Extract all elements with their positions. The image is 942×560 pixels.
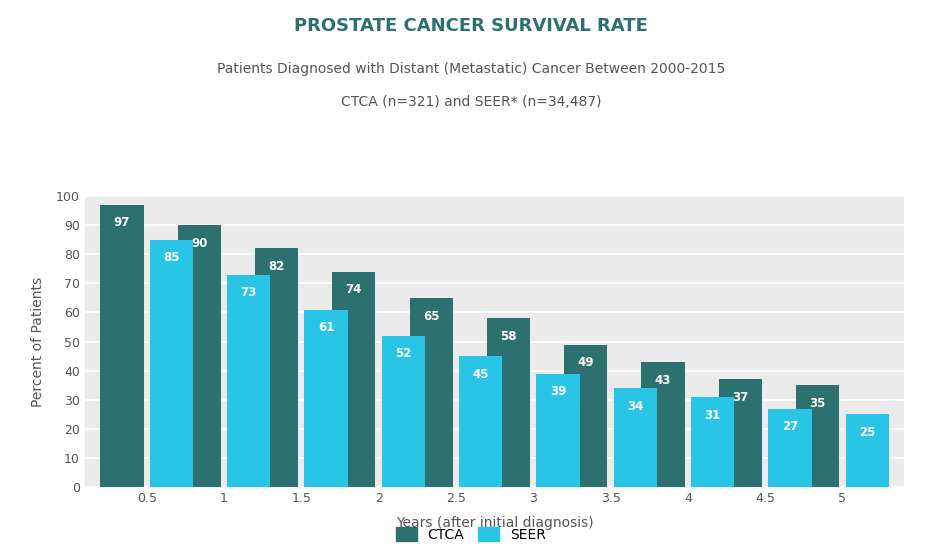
Text: 43: 43 xyxy=(655,374,672,386)
Text: 39: 39 xyxy=(550,385,566,398)
Bar xyxy=(333,272,376,487)
Bar xyxy=(564,344,608,487)
Text: 49: 49 xyxy=(577,356,594,369)
Bar xyxy=(690,397,734,487)
Text: 74: 74 xyxy=(346,283,362,296)
Text: 65: 65 xyxy=(423,310,439,323)
Text: 73: 73 xyxy=(240,286,257,299)
Text: 45: 45 xyxy=(472,368,489,381)
Bar xyxy=(459,356,502,487)
Text: 52: 52 xyxy=(395,347,412,361)
Bar xyxy=(613,388,657,487)
Text: 82: 82 xyxy=(268,260,284,273)
Text: 90: 90 xyxy=(191,237,207,250)
Bar xyxy=(150,240,193,487)
Bar xyxy=(255,249,299,487)
Text: 61: 61 xyxy=(317,321,334,334)
Text: 35: 35 xyxy=(809,397,826,410)
Bar xyxy=(100,205,143,487)
Text: 27: 27 xyxy=(782,420,798,433)
Text: 25: 25 xyxy=(859,426,875,439)
Bar xyxy=(536,374,579,487)
Bar xyxy=(382,336,425,487)
Bar xyxy=(487,318,530,487)
Text: 31: 31 xyxy=(705,409,721,422)
Bar xyxy=(719,380,762,487)
Text: 58: 58 xyxy=(500,330,517,343)
Text: 34: 34 xyxy=(627,400,643,413)
Legend: CTCA, SEER: CTCA, SEER xyxy=(390,521,552,548)
Bar xyxy=(410,298,453,487)
Text: 85: 85 xyxy=(163,251,180,264)
X-axis label: Years (after initial diagnosis): Years (after initial diagnosis) xyxy=(396,516,593,530)
Text: 97: 97 xyxy=(114,216,130,230)
Text: Patients Diagnosed with Distant (Metastatic) Cancer Between 2000-2015: Patients Diagnosed with Distant (Metasta… xyxy=(217,62,725,76)
Bar xyxy=(177,225,220,487)
Bar xyxy=(642,362,685,487)
Text: CTCA (n=321) and SEER* (n=34,487): CTCA (n=321) and SEER* (n=34,487) xyxy=(341,95,601,109)
Text: 37: 37 xyxy=(732,391,749,404)
Bar xyxy=(769,409,812,487)
Text: PROSTATE CANCER SURVIVAL RATE: PROSTATE CANCER SURVIVAL RATE xyxy=(294,17,648,35)
Y-axis label: Percent of Patients: Percent of Patients xyxy=(31,277,45,407)
Bar xyxy=(304,310,348,487)
Bar xyxy=(796,385,839,487)
Bar xyxy=(227,274,270,487)
Bar xyxy=(846,414,889,487)
